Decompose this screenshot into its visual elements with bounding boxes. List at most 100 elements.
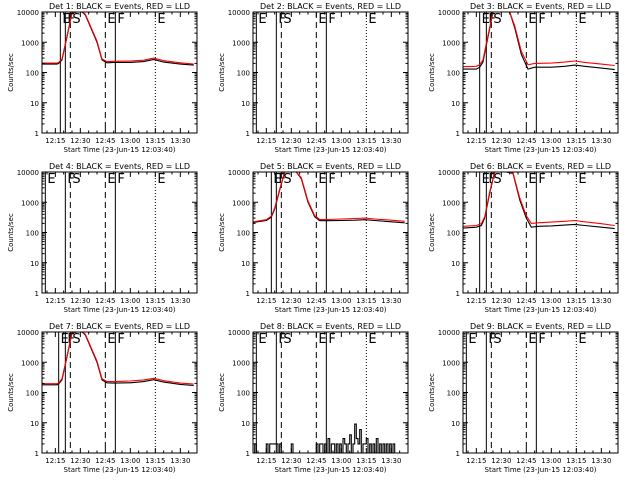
y-tick-label: 100 bbox=[26, 390, 39, 398]
marker-label-S: S bbox=[283, 172, 291, 187]
x-tick-label: 13:00 bbox=[331, 297, 351, 305]
y-tick-label: 10 bbox=[30, 100, 39, 108]
y-tick-label: 10000 bbox=[228, 9, 250, 17]
x-tick-label: 12:30 bbox=[491, 297, 511, 305]
marker-label-F: F bbox=[538, 12, 545, 27]
series-lld bbox=[42, 332, 194, 385]
marker-label-E: E bbox=[482, 12, 490, 27]
marker-label-E: E bbox=[528, 172, 536, 187]
marker-label-E: E bbox=[62, 12, 70, 27]
marker-label-F: F bbox=[117, 332, 124, 347]
y-axis-label: Counts/sec bbox=[428, 213, 436, 252]
marker-label-F: F bbox=[278, 332, 285, 347]
x-tick-label: 13:30 bbox=[591, 297, 611, 305]
panel-title: Det 2: BLACK = Events, RED = LLD bbox=[260, 2, 401, 11]
marker-label-F: F bbox=[488, 12, 495, 27]
x-tick-label: 13:30 bbox=[381, 297, 401, 305]
panel-title: Det 7: BLACK = Events, RED = LLD bbox=[49, 322, 190, 331]
y-tick-label: 1 bbox=[456, 130, 460, 138]
y-tick-label: 10 bbox=[451, 260, 460, 268]
y-tick-label: 100 bbox=[26, 230, 39, 238]
series-lld bbox=[463, 12, 615, 68]
x-tick-label: 13:00 bbox=[541, 297, 561, 305]
x-tick-label: 13:15 bbox=[145, 457, 165, 465]
marker-label-E: E bbox=[61, 332, 69, 347]
y-axis-label: Counts/sec bbox=[218, 373, 226, 412]
x-axis-label: Start Time (23-Jun-15 12:03:40) bbox=[275, 306, 387, 314]
x-axis-label: Start Time (23-Jun-15 12:03:40) bbox=[64, 146, 176, 154]
marker-label-S: S bbox=[283, 332, 291, 347]
x-tick-label: 12:45 bbox=[516, 137, 536, 145]
marker-label-E: E bbox=[482, 172, 490, 187]
y-tick-label: 100 bbox=[237, 230, 250, 238]
y-tick-label: 10000 bbox=[438, 9, 460, 17]
x-tick-label: 13:15 bbox=[566, 137, 586, 145]
y-tick-label: 100 bbox=[26, 70, 39, 78]
marker-label-F: F bbox=[538, 332, 545, 347]
y-tick-label: 1000 bbox=[442, 39, 460, 47]
x-axis-label: Start Time (23-Jun-15 12:03:40) bbox=[64, 306, 176, 314]
marker-label-F: F bbox=[67, 172, 74, 187]
x-tick-label: 12:15 bbox=[256, 297, 276, 305]
y-axis-label: Counts/sec bbox=[218, 53, 226, 92]
x-tick-label: 13:30 bbox=[170, 457, 190, 465]
y-tick-label: 1 bbox=[35, 450, 39, 458]
x-tick-label: 13:30 bbox=[170, 137, 190, 145]
y-axis-label: Counts/sec bbox=[218, 213, 226, 252]
y-tick-label: 100 bbox=[447, 230, 460, 238]
y-tick-label: 1000 bbox=[21, 39, 39, 47]
y-tick-label: 10 bbox=[451, 100, 460, 108]
x-axis-label: Start Time (23-Jun-15 12:03:40) bbox=[64, 466, 176, 474]
y-tick-label: 1000 bbox=[442, 199, 460, 207]
x-tick-label: 12:45 bbox=[516, 297, 536, 305]
x-tick-label: 12:15 bbox=[45, 297, 65, 305]
x-tick-label: 13:15 bbox=[145, 137, 165, 145]
x-tick-label: 13:00 bbox=[120, 297, 140, 305]
y-axis-label: Counts/sec bbox=[428, 53, 436, 92]
marker-label-F: F bbox=[328, 332, 335, 347]
x-axis-label: Start Time (23-Jun-15 12:03:40) bbox=[485, 146, 597, 154]
x-tick-label: 13:00 bbox=[331, 137, 351, 145]
marker-label-S: S bbox=[283, 12, 291, 27]
y-tick-label: 10000 bbox=[438, 329, 460, 337]
marker-label-E: E bbox=[578, 12, 586, 27]
y-tick-label: 100 bbox=[237, 390, 250, 398]
panel-title: Det 4: BLACK = Events, RED = LLD bbox=[49, 162, 190, 171]
series-events bbox=[253, 423, 397, 453]
x-tick-label: 12:45 bbox=[306, 137, 326, 145]
y-tick-label: 10000 bbox=[17, 169, 39, 177]
marker-label-E: E bbox=[318, 332, 326, 347]
x-tick-label: 13:00 bbox=[541, 137, 561, 145]
marker-label-E: E bbox=[368, 172, 376, 187]
marker-label-E: E bbox=[107, 172, 115, 187]
x-tick-label: 12:15 bbox=[45, 457, 65, 465]
x-tick-label: 13:00 bbox=[331, 457, 351, 465]
x-tick-label: 12:15 bbox=[45, 137, 65, 145]
marker-label-F: F bbox=[328, 12, 335, 27]
series-lld bbox=[42, 12, 194, 65]
marker-label-F: F bbox=[488, 332, 495, 347]
marker-label-E: E bbox=[318, 172, 326, 187]
x-tick-label: 13:15 bbox=[566, 297, 586, 305]
marker-label-S: S bbox=[493, 172, 501, 187]
marker-label-E: E bbox=[318, 12, 326, 27]
x-tick-label: 12:15 bbox=[466, 137, 486, 145]
y-tick-label: 10 bbox=[30, 420, 39, 428]
y-axis-label: Counts/sec bbox=[7, 373, 15, 412]
x-tick-label: 12:45 bbox=[306, 297, 326, 305]
panel-title: Det 1: BLACK = Events, RED = LLD bbox=[49, 2, 190, 11]
panel-title: Det 5: BLACK = Events, RED = LLD bbox=[260, 162, 401, 171]
y-tick-label: 10000 bbox=[228, 169, 250, 177]
x-tick-label: 12:15 bbox=[466, 297, 486, 305]
marker-label-F: F bbox=[117, 172, 124, 187]
y-tick-label: 100 bbox=[447, 390, 460, 398]
y-tick-label: 100 bbox=[447, 70, 460, 78]
x-tick-label: 13:15 bbox=[566, 457, 586, 465]
y-axis-label: Counts/sec bbox=[7, 53, 15, 92]
